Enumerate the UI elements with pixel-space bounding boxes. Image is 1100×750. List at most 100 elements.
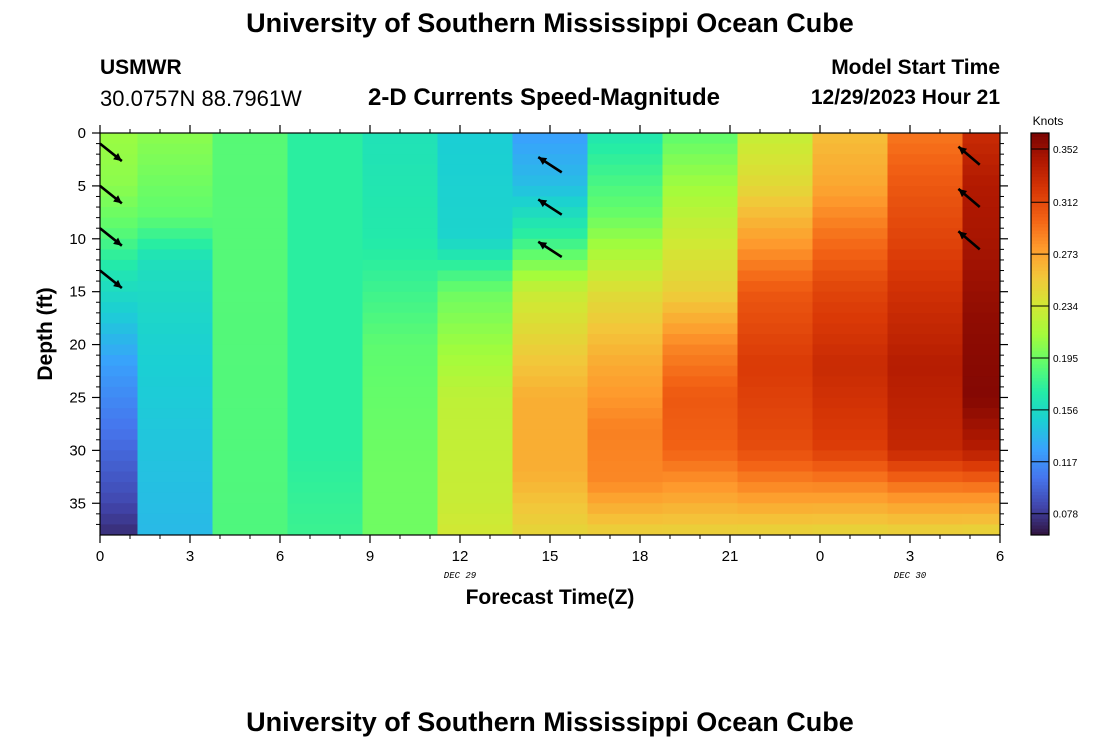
heatmap-cell [512, 450, 589, 462]
x-tick-label: 6 [276, 548, 284, 565]
heatmap-cell [662, 492, 739, 504]
heatmap-cell [662, 376, 739, 388]
heatmap-cell [212, 460, 289, 473]
heatmap-cell [962, 492, 1000, 504]
heatmap-cell [512, 471, 589, 483]
heatmap-cell [287, 492, 364, 504]
heatmap-cell [812, 429, 889, 441]
heatmap-cell [887, 471, 964, 483]
heatmap-cell [962, 376, 1000, 388]
colorbar-segment [1031, 334, 1049, 338]
heatmap-cell [100, 429, 139, 441]
heatmap-cell [887, 429, 964, 441]
heatmap-cell [737, 217, 814, 229]
heatmap-cell [100, 418, 139, 430]
colorbar-segment [1031, 437, 1049, 442]
heatmap-cell [737, 228, 814, 240]
heatmap-cell [437, 408, 514, 420]
heatmap-cell [287, 323, 364, 335]
heatmap-cell [137, 270, 214, 282]
colorbar-segment [1031, 330, 1049, 335]
current-speed-heatmap: 0 3 6 9 12 15 18 21 0 3 6 DEC 29 DEC 30 0 5 10 15 20 25 30… [34, 114, 1078, 609]
heatmap-cell [812, 450, 889, 462]
heatmap-cell [662, 312, 739, 325]
heatmap-cell [887, 133, 964, 145]
heatmap-cell [100, 460, 139, 473]
heatmap-cell [812, 513, 889, 526]
heatmap-cell [737, 513, 814, 526]
colorbar-segment [1031, 253, 1049, 258]
x-tick-label: 0 [96, 548, 104, 565]
heatmap-cell [212, 312, 289, 325]
heatmap-cell [212, 492, 289, 504]
heatmap-cell [737, 185, 814, 198]
colorbar-segment [1031, 468, 1049, 472]
colorbar-segment [1031, 377, 1049, 382]
heatmap-cell [587, 154, 664, 166]
colorbar-segment [1031, 387, 1049, 392]
heatmap-cell [962, 154, 1000, 166]
heatmap-cell [662, 365, 739, 377]
colorbar-segment [1031, 531, 1049, 536]
heatmap-cell [587, 249, 664, 261]
heatmap-cell [737, 133, 814, 145]
model-start-value: 12/29/2023 Hour 21 [810, 86, 1000, 109]
heatmap-cell [512, 439, 589, 451]
heatmap-cell [737, 460, 814, 473]
heatmap-cell [437, 143, 514, 155]
heatmap-cell [737, 355, 814, 367]
heatmap-cell [962, 281, 1000, 293]
colorbar-segment [1031, 471, 1049, 476]
heatmap-cell [100, 397, 139, 409]
heatmap-cell [887, 482, 964, 494]
colorbar-segment [1031, 313, 1049, 318]
heatmap-cell [362, 429, 439, 441]
heatmap-cell [137, 450, 214, 462]
heatmap-cell [212, 270, 289, 282]
heatmap-cell [737, 291, 814, 303]
heatmap-cell [362, 408, 439, 420]
heatmap-cell [287, 228, 364, 240]
heatmap-cell [137, 482, 214, 494]
heatmap-cell [587, 439, 664, 451]
colorbar-segment [1031, 179, 1049, 184]
heatmap-cell [437, 429, 514, 441]
heatmap-cell [737, 429, 814, 441]
heatmap-cell [737, 418, 814, 430]
heatmap-cell [512, 397, 589, 409]
heatmap-cell [137, 259, 214, 272]
heatmap-cell [437, 418, 514, 430]
colorbar-tick-label: 0.078 [1053, 510, 1078, 521]
heatmap-cell [812, 154, 889, 166]
heatmap-cell [437, 513, 514, 526]
heatmap-cell [812, 291, 889, 303]
heatmap-cell [962, 355, 1000, 367]
station-name: USMWR [100, 56, 182, 79]
heatmap-cell [812, 143, 889, 155]
heatmap-cell [437, 524, 514, 535]
heatmap-cell [100, 450, 139, 462]
heatmap-cell [737, 249, 814, 261]
heatmap-cell [212, 143, 289, 155]
heatmap-cell [662, 154, 739, 166]
current-arrow [957, 187, 981, 209]
heatmap-cell [362, 376, 439, 388]
heatmap-cell [287, 513, 364, 526]
colorbar-segment [1031, 484, 1049, 489]
heatmap-cell [587, 334, 664, 346]
arrow-head [958, 231, 968, 240]
heatmap-cell [437, 397, 514, 409]
heatmap-cell [512, 270, 589, 282]
heatmap-cell [100, 524, 139, 535]
heatmap-cell [137, 185, 214, 198]
heatmap-cell [512, 460, 589, 473]
colorbar-segment [1031, 404, 1049, 409]
heatmap-cell [662, 344, 739, 356]
y-axis-label: Depth (ft) [34, 287, 57, 380]
heatmap-cell [512, 513, 589, 526]
heatmap-cell [137, 344, 214, 356]
colorbar-segment [1031, 464, 1049, 469]
arrow-head [538, 157, 548, 165]
heatmap-cell [662, 408, 739, 420]
colorbar-segment [1031, 250, 1049, 255]
